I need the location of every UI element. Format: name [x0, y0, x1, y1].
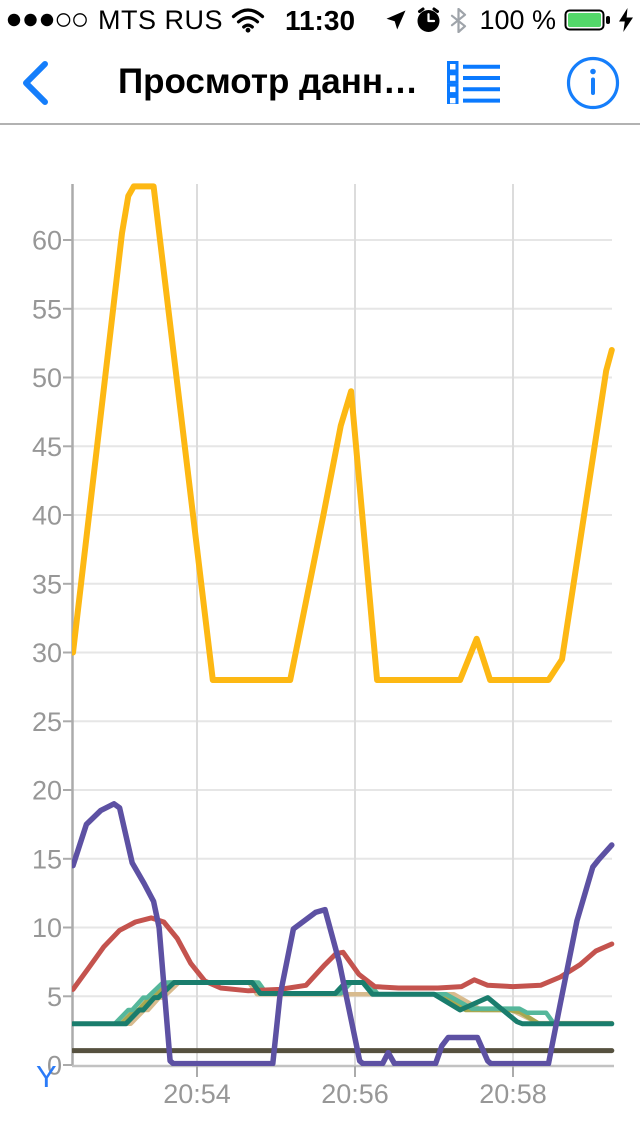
chart-axis-labels: 0 5 10 15 20 25 30 35 40 45 50 55 60 20:54 20:56 20:58 Y: [32, 226, 547, 1110]
y-axis-tick-label: 30: [32, 638, 62, 668]
y-axis-tick-label: 60: [32, 226, 62, 256]
series-line-red: [72, 915, 615, 994]
charging-bolt-icon: [619, 8, 634, 32]
y-axis-tick-label: 5: [47, 982, 62, 1012]
x-axis-tick-label: 20:56: [321, 1079, 389, 1109]
chart-gridlines: [73, 184, 612, 1066]
y-axis-tick-label: 10: [32, 913, 62, 943]
chart-panel[interactable]: 0 5 10 15 20 25 30 35 40 45 50 55 60 20:54 20:56 20:58 Y: [0, 126, 640, 1136]
back-chevron-icon: [20, 61, 50, 105]
y-axis-tick-label: 40: [32, 501, 62, 531]
battery-percent-label: 100 %: [479, 4, 556, 35]
alarm-icon: [415, 7, 442, 33]
chart-axes: [63, 184, 614, 1077]
list-icon: [447, 60, 501, 104]
y-axis-tick-label: 55: [32, 294, 62, 324]
y-axis-tick-label: 15: [32, 844, 62, 874]
y-axis-title: Y: [36, 1059, 57, 1094]
navigation-bar: Просмотр данн…: [0, 40, 640, 125]
back-button[interactable]: [20, 61, 50, 105]
x-axis-tick-label: 20:54: [163, 1079, 231, 1109]
page-title: Просмотр данн…: [117, 61, 419, 101]
series-line-purple: [72, 801, 615, 1066]
y-axis-tick-label: 35: [32, 569, 62, 599]
chart-svg[interactable]: 0 5 10 15 20 25 30 35 40 45 50 55 60 20:54 20:56 20:58 Y: [0, 126, 640, 1136]
y-axis-tick-label: 50: [32, 363, 62, 393]
signal-strength-dots-icon: [6, 12, 90, 28]
location-icon: [385, 9, 407, 31]
y-axis-tick-label: 25: [32, 707, 62, 737]
info-icon: [565, 55, 621, 111]
series-line-teal: [72, 980, 615, 1027]
data-list-button[interactable]: [447, 60, 501, 104]
series-line-yellow: [72, 183, 615, 683]
bluetooth-icon: [450, 7, 467, 33]
wifi-icon: [231, 7, 265, 33]
x-axis-tick-label: 20:58: [479, 1079, 547, 1109]
info-button[interactable]: [565, 55, 621, 111]
battery-icon: [564, 9, 611, 31]
y-axis-tick-label: 45: [32, 432, 62, 462]
y-axis-tick-label: 0: [47, 1051, 62, 1081]
chart-series: [72, 183, 615, 1066]
status-bar: MTS RUS 11:30: [0, 0, 640, 40]
y-axis-tick-label: 20: [32, 776, 62, 806]
carrier-label: MTS RUS: [98, 4, 223, 35]
